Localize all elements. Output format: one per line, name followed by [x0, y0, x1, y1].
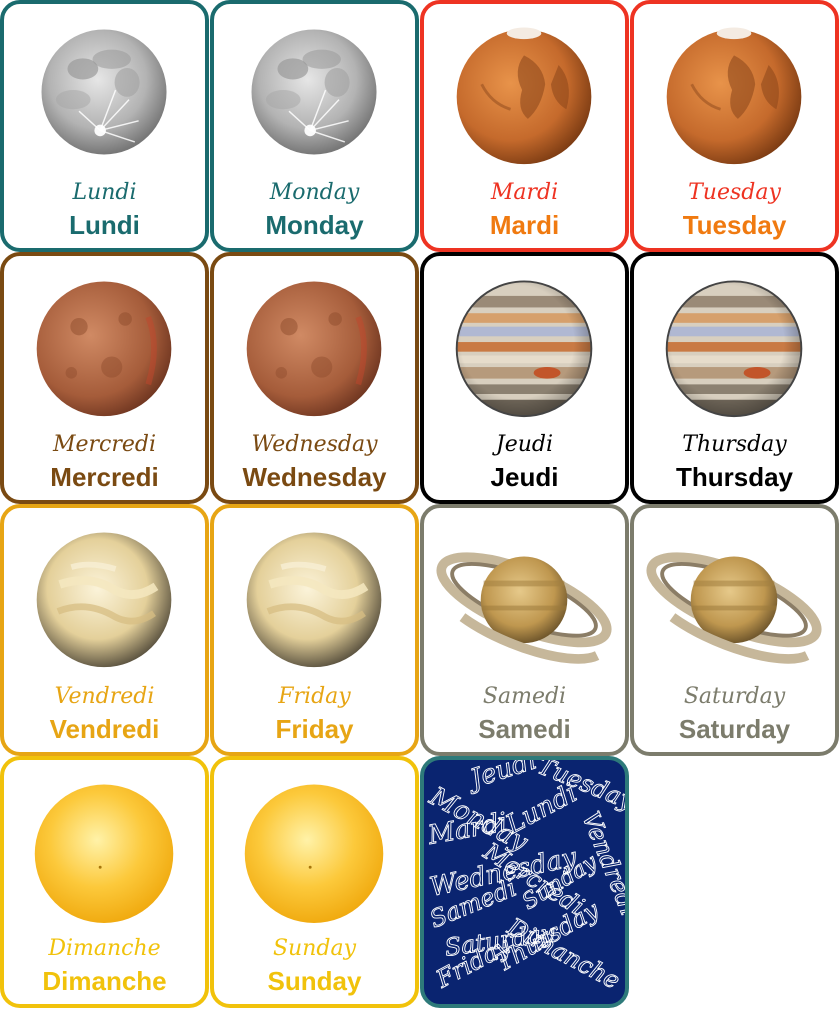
- jupiter-image: [424, 256, 625, 431]
- card-script-label: Thursday: [682, 432, 787, 457]
- card-monday[interactable]: Monday Monday: [210, 0, 419, 252]
- moon-icon: [251, 29, 377, 155]
- mars-icon: [456, 27, 592, 165]
- card-bold-label: Samedi: [478, 714, 571, 744]
- card-script-label: Saturday: [683, 684, 786, 709]
- card-script-label: Samedi: [482, 684, 567, 709]
- jupiter-image: [634, 256, 835, 431]
- sun-image: [4, 760, 205, 935]
- card-bold-label: Wednesday: [242, 462, 387, 492]
- card-bold-label: Tuesday: [682, 210, 787, 240]
- card-thursday[interactable]: Thursday Thursday: [630, 252, 839, 504]
- card-bold-label: Lundi: [69, 210, 140, 240]
- card-bold-label: Monday: [265, 210, 364, 240]
- venus-icon: [246, 532, 382, 668]
- moon-icon: [41, 29, 167, 155]
- card-saturday[interactable]: Saturday Saturday: [630, 504, 839, 756]
- card-bold-label: Thursday: [675, 462, 794, 492]
- card-script-label: Tuesday: [688, 180, 781, 205]
- mercury-icon: [246, 281, 382, 417]
- saturn-image: [634, 508, 835, 683]
- card-bold-label: Saturday: [678, 714, 791, 744]
- card-bold-label: Vendredi: [49, 714, 160, 744]
- card-bold-label: Jeudi: [490, 462, 559, 492]
- back-word: Jeudi: [462, 760, 540, 796]
- venus-image: [214, 508, 415, 683]
- moon-image: [4, 4, 205, 179]
- card-script-label: Dimanche: [48, 936, 161, 961]
- card-vendredi[interactable]: Vendredi Vendredi: [0, 504, 209, 756]
- card-bold-label: Mercredi: [50, 462, 159, 492]
- card-wednesday[interactable]: Wednesday Wednesday: [210, 252, 419, 504]
- mars-icon: [666, 27, 802, 165]
- venus-icon: [36, 532, 172, 668]
- back-word: Lundi: [500, 778, 582, 841]
- card-samedi[interactable]: Samedi Samedi: [420, 504, 629, 756]
- card-lundi[interactable]: Lundi Lundi: [0, 0, 209, 252]
- venus-image: [4, 508, 205, 683]
- card-friday[interactable]: Friday Friday: [210, 504, 419, 756]
- card-script-label: Jeudi: [495, 432, 554, 457]
- card-dimanche[interactable]: Dimanche Dimanche: [0, 756, 209, 1008]
- mars-image: [424, 4, 625, 179]
- mercury-icon: [36, 281, 172, 417]
- sun-image: [214, 760, 415, 935]
- card-script-label: Mardi: [490, 180, 559, 205]
- card-script-label: Wednesday: [251, 432, 378, 457]
- card-script-label: Lundi: [72, 180, 137, 205]
- sun-icon: [244, 784, 384, 923]
- card-jeudi[interactable]: Jeudi Jeudi: [420, 252, 629, 504]
- saturn-icon: [646, 552, 822, 664]
- saturn-icon: [436, 552, 612, 664]
- jupiter-icon: [665, 280, 803, 418]
- jupiter-icon: [455, 280, 593, 418]
- card-script-label: Sunday: [272, 936, 357, 961]
- mercury-image: [214, 256, 415, 431]
- card-bold-label: Dimanche: [42, 966, 167, 996]
- sun-icon: [34, 784, 174, 923]
- saturn-image: [424, 508, 625, 683]
- mars-image: [634, 4, 835, 179]
- card-bold-label: Friday: [275, 714, 354, 744]
- card-mercredi[interactable]: Mercredi Mercredi: [0, 252, 209, 504]
- card-script-label: Friday: [278, 684, 351, 709]
- moon-image: [214, 4, 415, 179]
- card-back[interactable]: Monday Jeudi Tuesday Mardi Lundi Vendred…: [420, 756, 629, 1008]
- card-sunday[interactable]: Sunday Sunday: [210, 756, 419, 1008]
- card-bold-label: Mardi: [489, 210, 560, 240]
- mercury-image: [4, 256, 205, 431]
- card-script-label: Mercredi: [52, 432, 157, 457]
- card-script-label: Vendredi: [54, 684, 155, 709]
- card-bold-label: Sunday: [267, 966, 362, 996]
- card-mardi[interactable]: Mardi Mardi: [420, 0, 629, 252]
- card-tuesday[interactable]: Tuesday Tuesday: [630, 0, 839, 252]
- card-script-label: Monday: [269, 180, 360, 205]
- card-back-pattern: Monday Jeudi Tuesday Mardi Lundi Vendred…: [424, 760, 625, 995]
